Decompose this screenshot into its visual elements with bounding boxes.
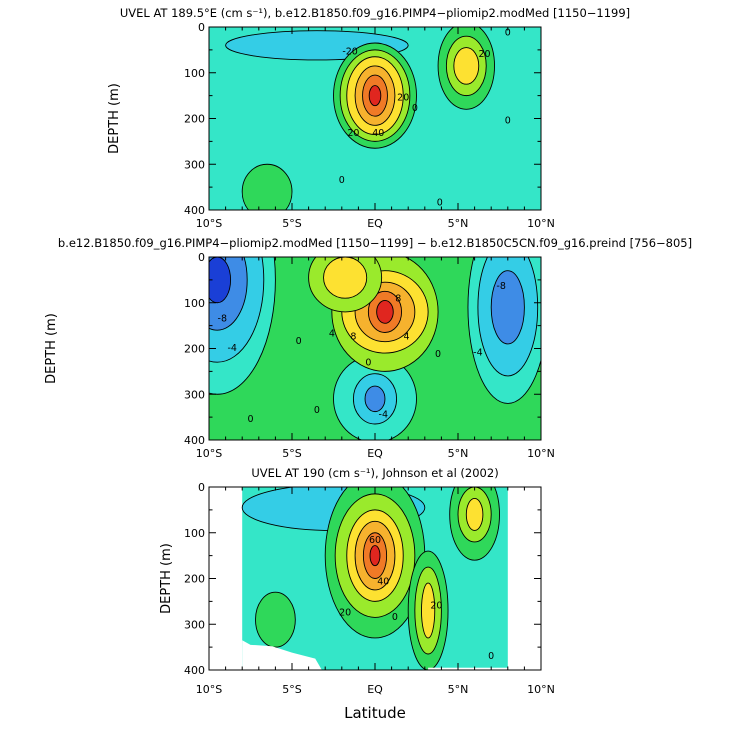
necc-core-level-3 bbox=[465, 497, 484, 531]
sub-jet bbox=[407, 550, 449, 670]
y-tick-label: 0 bbox=[198, 21, 205, 34]
contour-label: 0 bbox=[437, 198, 443, 209]
x-tick-label: EQ bbox=[367, 683, 383, 696]
shallow-positive-level-2 bbox=[323, 257, 368, 299]
y-tick-label: 100 bbox=[184, 527, 205, 540]
se-negative bbox=[467, 257, 541, 404]
contour-label: 0 bbox=[247, 414, 253, 425]
contour-label: 4 bbox=[404, 332, 410, 343]
contour-label: -8 bbox=[218, 313, 227, 324]
necc-core bbox=[449, 487, 500, 561]
deep-negative bbox=[333, 354, 417, 440]
contour-label: 40 bbox=[377, 577, 389, 588]
y-tick-label: 400 bbox=[184, 204, 205, 217]
contour-label: 20 bbox=[479, 49, 491, 60]
y-tick-label: 0 bbox=[198, 481, 205, 494]
south-subsurface bbox=[241, 163, 293, 210]
y-axis-label: DEPTH (m) bbox=[107, 83, 122, 154]
y-tick-label: 400 bbox=[184, 664, 205, 677]
y-tick-label: 0 bbox=[198, 251, 205, 264]
euc-positive-level-5 bbox=[376, 300, 394, 324]
panel-title: UVEL AT 189.5°E (cm s⁻¹), b.e12.B1850.f0… bbox=[120, 6, 630, 20]
contour-label: 8 bbox=[350, 332, 356, 343]
x-tick-label: 10°N bbox=[527, 683, 555, 696]
y-tick-label: 300 bbox=[184, 158, 205, 171]
y-tick-label: 300 bbox=[184, 388, 205, 401]
contour-label: 0 bbox=[488, 651, 494, 662]
contour-field: 20 40 60 0 20 0 bbox=[209, 487, 541, 670]
contour-label: 0 bbox=[296, 336, 302, 347]
contour-label: 0 bbox=[412, 103, 418, 114]
panel-title: UVEL AT 190 (cm s⁻¹), Johnson et al (200… bbox=[251, 466, 498, 480]
shallow-positive bbox=[308, 257, 383, 313]
x-tick-label: 10°S bbox=[196, 217, 222, 230]
y-axis-label: DEPTH (m) bbox=[159, 543, 174, 614]
contour-label: 4 bbox=[329, 328, 335, 339]
no-data-strip bbox=[428, 667, 508, 670]
contour-label: 0 bbox=[505, 27, 511, 38]
x-tick-label: 10°S bbox=[196, 447, 222, 460]
contour-label: 0 bbox=[392, 612, 398, 623]
y-tick-label: 200 bbox=[184, 573, 205, 586]
contour-label: 60 bbox=[369, 535, 381, 546]
y-tick-label: 200 bbox=[184, 343, 205, 356]
contour-label: 8 bbox=[395, 294, 401, 305]
y-tick-label: 100 bbox=[184, 297, 205, 310]
south-subsurface-level-1 bbox=[241, 163, 293, 210]
south-subsurface-level-1 bbox=[255, 591, 296, 648]
x-tick-label: EQ bbox=[367, 447, 383, 460]
contour-label: 20 bbox=[347, 128, 359, 139]
x-tick-label: 5°S bbox=[282, 683, 301, 696]
euc-core bbox=[324, 487, 426, 639]
contour-label: 0 bbox=[314, 405, 320, 416]
contour-label: 20 bbox=[339, 607, 351, 618]
contour-label: 0 bbox=[505, 115, 511, 126]
euc-core bbox=[333, 42, 417, 149]
sw-negative bbox=[209, 257, 276, 395]
contour-label: -4 bbox=[473, 348, 482, 359]
x-tick-label: EQ bbox=[367, 217, 383, 230]
y-tick-label: 400 bbox=[184, 434, 205, 447]
y-tick-label: 100 bbox=[184, 67, 205, 80]
x-tick-label: 10°N bbox=[527, 447, 555, 460]
contour-label: 20 bbox=[430, 600, 442, 611]
contour-label: -20 bbox=[342, 47, 358, 58]
x-tick-label: 5°N bbox=[448, 217, 469, 230]
necc-core bbox=[437, 27, 495, 110]
x-tick-label: 10°N bbox=[527, 217, 555, 230]
se-negative-level-3 bbox=[490, 270, 525, 345]
sw-negative-level-4 bbox=[209, 257, 232, 304]
euc-core-level-6 bbox=[369, 545, 381, 567]
x-tick-label: 5°S bbox=[282, 217, 301, 230]
x-axis-label: Latitude bbox=[344, 704, 406, 722]
contour-label: 40 bbox=[372, 128, 384, 139]
necc-core-level-3 bbox=[453, 47, 480, 85]
panel-title: b.e12.B1850.f09_g16.PIMP4−pliomip2.modMe… bbox=[58, 236, 692, 250]
y-axis-label: DEPTH (m) bbox=[44, 313, 59, 384]
contour-label: -8 bbox=[496, 281, 505, 292]
contour-label: 0 bbox=[435, 349, 441, 360]
x-tick-label: 5°N bbox=[448, 683, 469, 696]
sub-jet-level-3 bbox=[421, 582, 436, 639]
no-data-notch bbox=[242, 640, 322, 670]
x-tick-label: 5°N bbox=[448, 447, 469, 460]
x-tick-label: 10°S bbox=[196, 683, 222, 696]
x-tick-label: 5°S bbox=[282, 447, 301, 460]
panel-2: -8 -4 0 -8 -4 0 4 8 8 4 0 -4 0 0 10°S 5°S EQ 5°N 10°N 0 100 2… bbox=[44, 236, 692, 460]
south-subsurface bbox=[255, 591, 296, 648]
y-tick-label: 200 bbox=[184, 113, 205, 126]
euc-core-level-6 bbox=[368, 85, 382, 107]
y-tick-label: 300 bbox=[184, 618, 205, 631]
deep-negative-level-3 bbox=[364, 385, 386, 413]
contour-label: -4 bbox=[379, 409, 388, 420]
contour-label: -4 bbox=[227, 343, 236, 354]
contour-field: -8 -4 0 -8 -4 0 4 8 8 4 0 -4 0 0 bbox=[209, 257, 541, 440]
contour-label: 20 bbox=[397, 92, 409, 103]
contour-label: 0 bbox=[339, 175, 345, 186]
contour-label: 0 bbox=[365, 358, 371, 369]
